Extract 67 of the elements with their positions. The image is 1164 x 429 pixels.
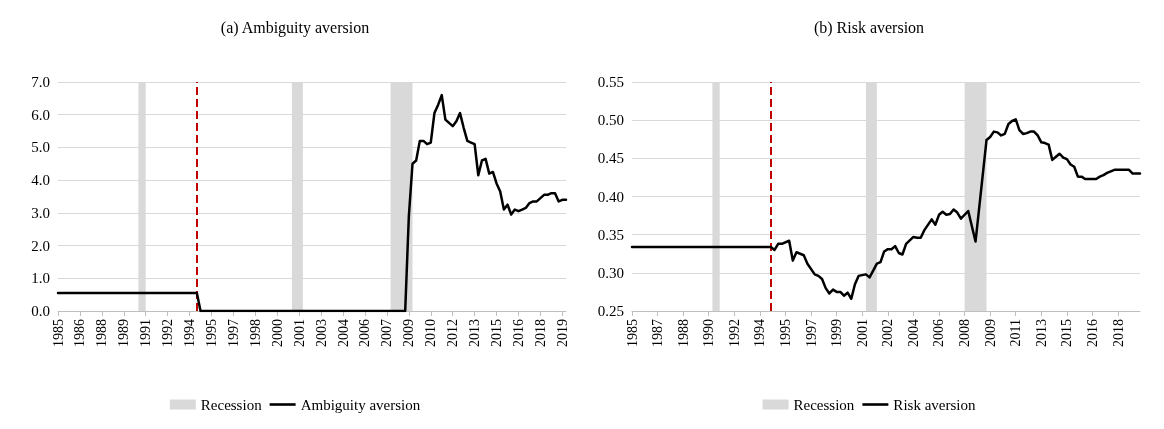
x-tick-label: 2009 bbox=[982, 319, 998, 347]
x-tick-label: 2004 bbox=[905, 319, 921, 347]
x-tick-label: 2018 bbox=[532, 319, 548, 347]
x-tick-label: 1989 bbox=[116, 319, 132, 347]
y-tick-label: 0.50 bbox=[597, 112, 624, 129]
x-tick-label: 2011 bbox=[1008, 319, 1024, 347]
x-tick-label: 2009 bbox=[401, 319, 417, 347]
line-series bbox=[56, 93, 568, 313]
y-tick-label: 0.55 bbox=[597, 74, 624, 90]
y-tick-label: 0.0 bbox=[31, 303, 50, 319]
legend-label: Ambiguity aversion bbox=[300, 396, 421, 413]
x-tick-label: 1988 bbox=[675, 319, 691, 347]
x-tick-label: 2015 bbox=[1059, 319, 1075, 347]
x-tick-label: 2001 bbox=[854, 319, 870, 347]
x-tick-label: 1995 bbox=[204, 319, 219, 347]
x-tick-label: 1987 bbox=[650, 319, 666, 347]
x-tick-label: 2019 bbox=[554, 319, 570, 347]
legend-label: Recession bbox=[200, 396, 263, 413]
x-tick-label: 1998 bbox=[247, 319, 263, 347]
y-tick-label: 0.40 bbox=[597, 188, 624, 205]
chart-title: (b) Risk aversion bbox=[813, 18, 925, 37]
x-tick-label: 2013 bbox=[467, 319, 483, 347]
line-series bbox=[630, 118, 1142, 301]
y-tick-label: 4.0 bbox=[31, 172, 50, 189]
x-tick-label: 2006 bbox=[357, 319, 373, 347]
legend-label: Recession bbox=[793, 396, 855, 413]
y-tick-label: 3.0 bbox=[31, 204, 50, 221]
x-tick-label: 1991 bbox=[138, 319, 154, 347]
x-tick-label: 2008 bbox=[957, 319, 973, 347]
x-tick-label: 2015 bbox=[489, 319, 505, 347]
x-tick-label: 2016 bbox=[1084, 319, 1100, 347]
y-tick-label: 1.0 bbox=[31, 270, 50, 287]
y-tick-label: 6.0 bbox=[31, 106, 50, 123]
x-tick-label: 1997 bbox=[803, 319, 819, 347]
legend-label: Risk aversion bbox=[893, 396, 976, 413]
y-tick-label: 0.30 bbox=[597, 264, 624, 281]
y-tick-label: 0.35 bbox=[597, 226, 624, 243]
x-tick-label: 2007 bbox=[379, 319, 395, 347]
y-tick-label: 5.0 bbox=[31, 139, 50, 156]
x-tick-label: 2006 bbox=[931, 319, 947, 347]
x-tick-label: 2002 bbox=[880, 319, 896, 347]
x-tick-label: 1988 bbox=[94, 319, 110, 347]
x-tick-label: 2016 bbox=[510, 319, 526, 347]
x-tick-label: 1997 bbox=[225, 319, 241, 347]
y-tick-label: 0.25 bbox=[597, 303, 624, 319]
x-tick-label: 1992 bbox=[160, 319, 176, 347]
x-tick-label: 1986 bbox=[72, 319, 88, 347]
x-tick-label: 2004 bbox=[335, 319, 351, 347]
y-tick-label: 7.0 bbox=[31, 74, 50, 90]
x-tick-label: 1999 bbox=[829, 319, 845, 347]
chart-title: (a) Ambiguity aversion bbox=[220, 18, 370, 37]
x-tick-label: 2001 bbox=[291, 319, 307, 347]
y-tick-label: 2.0 bbox=[31, 237, 50, 254]
x-tick-label: 2010 bbox=[423, 319, 439, 347]
x-tick-label: 2018 bbox=[1110, 319, 1126, 347]
x-tick-label: 2000 bbox=[269, 319, 285, 347]
x-tick-label: 1990 bbox=[701, 319, 717, 347]
x-tick-label: 1985 bbox=[50, 319, 66, 347]
x-tick-label: 1994 bbox=[182, 319, 198, 347]
x-tick-label: 2013 bbox=[1033, 319, 1049, 347]
x-tick-label: 1994 bbox=[752, 319, 768, 347]
x-tick-label: 1985 bbox=[624, 319, 640, 347]
x-tick-label: 2012 bbox=[445, 319, 461, 347]
x-tick-label: 1992 bbox=[726, 319, 742, 347]
x-tick-label: 1995 bbox=[778, 319, 793, 347]
x-tick-label: 2003 bbox=[313, 319, 329, 347]
y-tick-label: 0.45 bbox=[597, 150, 624, 167]
